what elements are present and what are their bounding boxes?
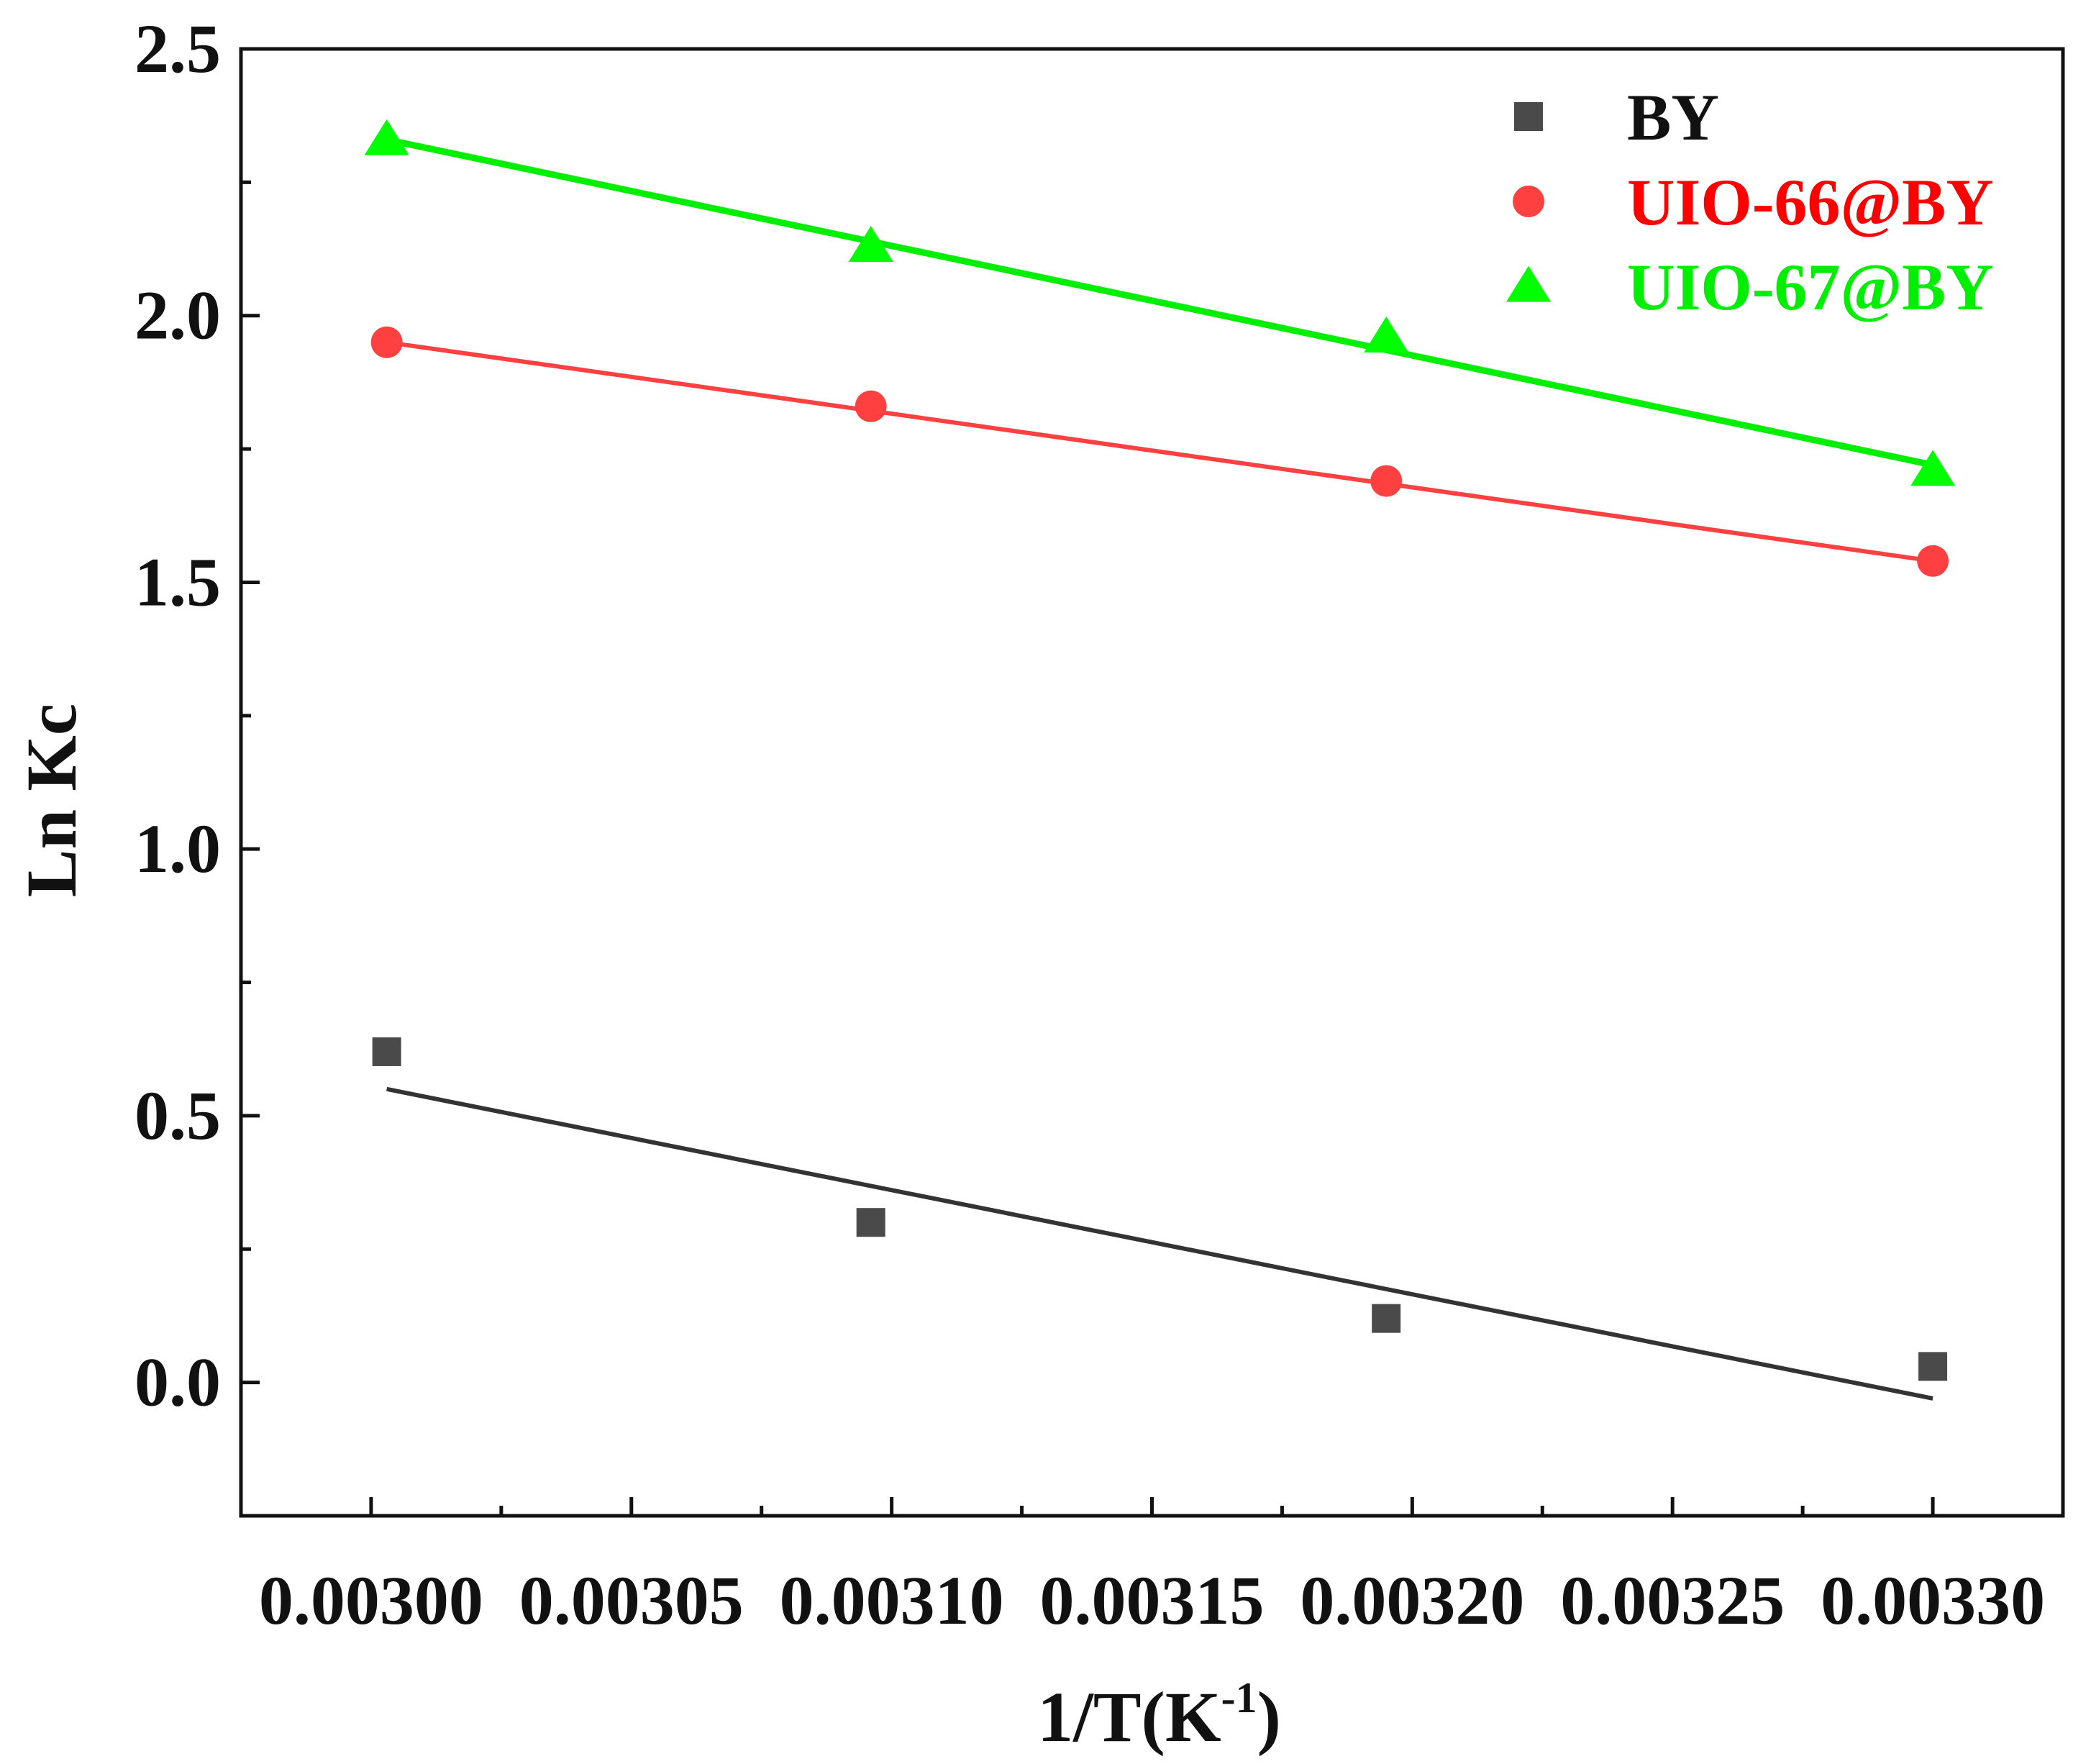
x-axis-title-base: 1/T(K — [1037, 1677, 1221, 1757]
x-tick-label: 0.00305 — [519, 1562, 744, 1639]
fit-line-uio-66-by — [386, 340, 1933, 563]
legend-label-uio-66-by: UIO-66@BY — [1627, 165, 1994, 239]
fit-lines — [386, 136, 1933, 1401]
axis-tick-labels: 0.00300 0.00305 0.00310 0.00315 0.00320 0.003… — [135, 10, 2045, 1639]
data-point-uio-66-by — [855, 390, 887, 422]
data-point-uio-66-by — [370, 326, 403, 358]
x-tick-label: 0.00300 — [259, 1562, 483, 1639]
y-tick-label: 0.5 — [135, 1077, 221, 1154]
y-tick-label: 2.5 — [135, 10, 221, 87]
data-markers — [364, 119, 1956, 1381]
fit-line-uio-67-by — [386, 136, 1933, 468]
x-tick-label: 0.00320 — [1300, 1562, 1524, 1639]
data-point-uio-66-by — [1370, 465, 1403, 497]
x-axis-title-close: ) — [1257, 1677, 1281, 1757]
x-tick-label: 0.00310 — [780, 1562, 1004, 1639]
y-axis-title: Ln Kc — [12, 704, 91, 897]
x-tick-label: 0.00315 — [1040, 1562, 1265, 1639]
axis-ticks — [241, 47, 1935, 1518]
legend-label-by: BY — [1627, 81, 1719, 154]
legend-label-uio-67-by: UIO-67@BY — [1627, 250, 1994, 324]
y-tick-label: 1.5 — [135, 543, 221, 620]
data-point-by — [372, 1037, 401, 1066]
legend-marker-uio-67-by — [1505, 265, 1552, 302]
data-point-by — [856, 1208, 885, 1237]
y-tick-label: 2.0 — [135, 277, 221, 354]
data-point-uio-67-by — [1910, 450, 1956, 486]
y-tick-label: 0.0 — [135, 1344, 221, 1421]
legend: BY UIO-66@BY UIO-67@BY — [1505, 81, 1994, 324]
y-tick-label: 1.0 — [135, 810, 221, 887]
legend-marker-by — [1514, 102, 1543, 131]
data-point-uio-67-by — [848, 225, 893, 262]
data-point-uio-67-by — [1364, 317, 1409, 353]
data-point-uio-67-by — [364, 119, 409, 155]
data-point-by — [1372, 1304, 1401, 1333]
data-point-uio-66-by — [1917, 545, 1949, 577]
fit-line-by — [386, 1086, 1933, 1401]
legend-marker-uio-66-by — [1513, 186, 1544, 217]
x-axis-title-superscript: -1 — [1221, 1674, 1257, 1722]
x-axis-title: 1/T(K-1) — [1037, 1674, 1281, 1757]
data-point-by — [1918, 1352, 1948, 1381]
x-tick-label: 0.00330 — [1821, 1562, 2045, 1639]
x-tick-label: 0.00325 — [1560, 1562, 1785, 1639]
